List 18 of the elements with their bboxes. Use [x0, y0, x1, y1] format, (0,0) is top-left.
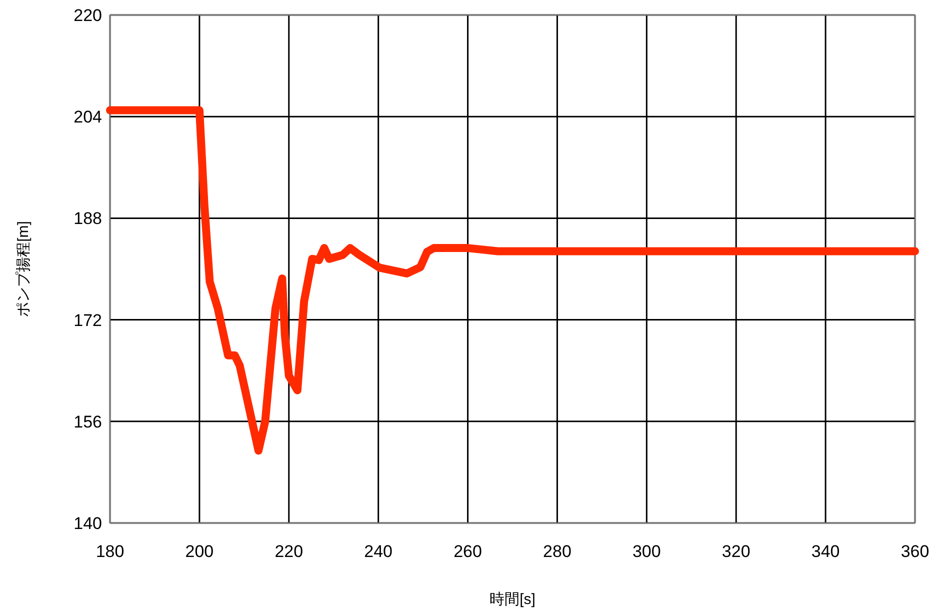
x-tick-label: 320: [722, 542, 750, 561]
y-tick-label: 188: [74, 209, 102, 228]
x-axis-title: 時間[s]: [490, 591, 536, 608]
x-tick-label: 180: [96, 542, 124, 561]
y-tick-label: 172: [74, 310, 102, 330]
x-tick-label: 340: [811, 542, 840, 561]
x-tick-label: 220: [274, 542, 304, 561]
x-tick-label: 280: [543, 542, 572, 561]
y-axis-title: ポンプ揚程[m]: [15, 221, 32, 317]
x-tick-label: 360: [900, 542, 930, 561]
x-tick-label: 200: [185, 542, 214, 561]
y-tick-label: 140: [74, 514, 102, 533]
x-tick-label: 260: [454, 542, 482, 561]
y-tick-label: 156: [74, 412, 102, 432]
y-tick-label: 204: [74, 108, 102, 127]
x-tick-label: 300: [632, 542, 661, 561]
y-tick-label: 220: [74, 6, 102, 25]
x-tick-label: 240: [364, 542, 393, 561]
